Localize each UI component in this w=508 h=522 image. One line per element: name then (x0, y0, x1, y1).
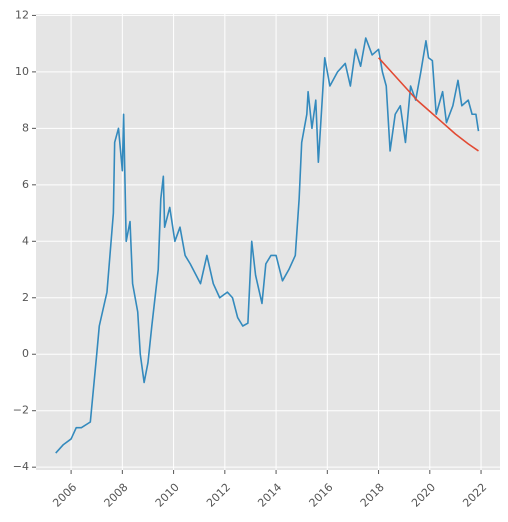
x-tick-label: 2014 (255, 481, 284, 510)
y-tick-label: 6 (22, 178, 29, 191)
x-tick-label: 2020 (409, 481, 438, 510)
y-tick-label: 10 (15, 65, 29, 78)
y-tick-label: 2 (22, 291, 29, 304)
plot-background (36, 14, 500, 470)
y-tick-label: 12 (15, 8, 29, 21)
x-tick-label: 2012 (204, 481, 233, 510)
y-tick-label: −2 (13, 404, 29, 417)
series-line (55, 37, 480, 454)
x-tick-label: 2006 (50, 481, 79, 510)
x-tick-label: 2016 (307, 481, 336, 510)
x-tick-label: 2018 (358, 481, 387, 510)
y-tick-label: 8 (22, 121, 29, 134)
y-tick-label: 0 (22, 347, 29, 360)
series-line (377, 57, 479, 152)
y-tick-label: −4 (13, 460, 29, 473)
x-tick-label: 2022 (460, 481, 489, 510)
x-tick-label: 2008 (102, 481, 131, 510)
x-tick-label: 2010 (153, 481, 182, 510)
y-tick-label: 4 (22, 234, 29, 247)
